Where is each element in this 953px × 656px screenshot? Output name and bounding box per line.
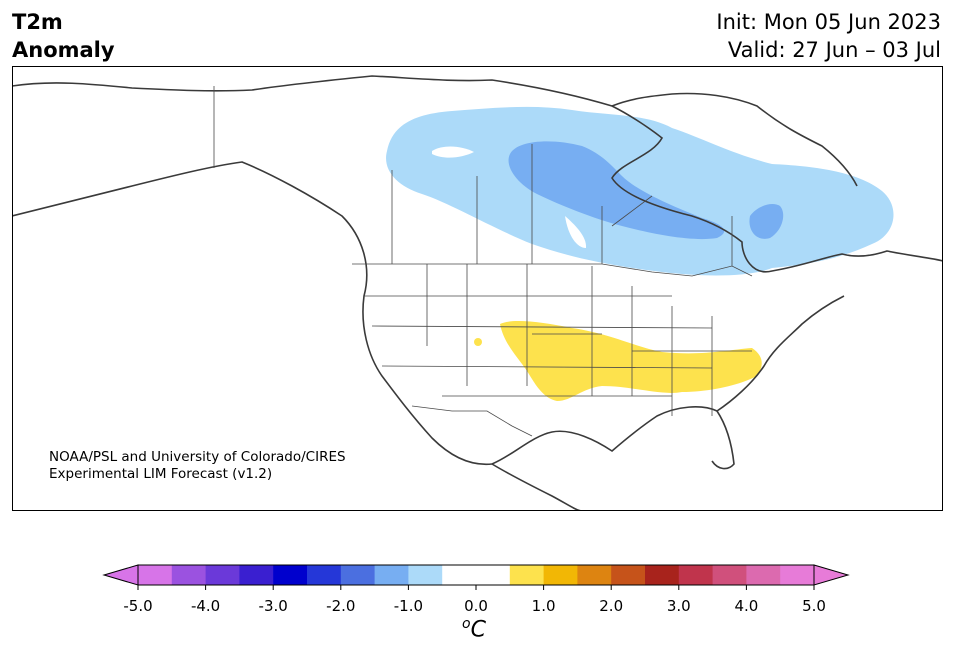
- unit-degree-sup: o: [462, 616, 471, 632]
- colorbar-cell: [408, 565, 443, 585]
- colorbar-cell: [442, 565, 477, 585]
- colorbar-over-arrow: [813, 564, 850, 586]
- colorbar: -5.0 -4.0 -3.0 -2.0 -1.0 0.0 1.0 2.0 3.0 4.0 5.0: [102, 564, 850, 615]
- colorbar-tick-label: 5.0: [802, 597, 826, 615]
- colorbar-cell: [611, 565, 646, 585]
- us-mexico-border: [411, 405, 533, 437]
- cold-anomaly-core: [508, 141, 725, 240]
- colorbar-cell: [780, 565, 815, 585]
- florida-coast: [711, 410, 735, 470]
- warm-anomaly-spot: [474, 338, 482, 346]
- credit-text: NOAA/PSL and University of Colorado/CIRE…: [49, 449, 346, 483]
- colorbar-cell: [205, 565, 240, 585]
- hudson-bay-coast: [611, 92, 858, 187]
- colorbar-cell: [678, 565, 714, 585]
- lake-patch-2: [565, 216, 587, 248]
- colorbar-cell: [138, 565, 173, 585]
- colorbar-tick-label: 1.0: [532, 597, 556, 615]
- canada-provinces: [213, 86, 733, 266]
- gulf-coastline: [491, 295, 845, 465]
- temperature-anomaly-map: [12, 66, 943, 511]
- colorbar-under-arrow: [102, 564, 139, 586]
- colorbar-cell: [746, 565, 781, 585]
- colorbar-cell: [340, 565, 376, 585]
- us-states-vertical: [426, 264, 713, 416]
- credit-line-2: Experimental LIM Forecast (v1.2): [49, 466, 273, 482]
- coastlines: [12, 75, 943, 511]
- unit-celsius: C: [470, 617, 486, 643]
- colorbar-cell: [509, 565, 545, 585]
- colorbar-cell: [577, 565, 612, 585]
- colorbar-cell: [307, 565, 342, 585]
- political-borders: [213, 86, 753, 437]
- init-date: Init: Mon 05 Jun 2023: [716, 10, 941, 34]
- colorbar-cell: [645, 565, 680, 585]
- colorbar-tick-label: 4.0: [734, 597, 758, 615]
- warm-anomaly-region: [500, 321, 762, 401]
- colorbar-tick-label: -1.0: [394, 597, 423, 615]
- lake-patch: [432, 146, 474, 158]
- colorbar-cell: [712, 565, 747, 585]
- pacific-coastline: [12, 161, 493, 466]
- colorbar-tick-label: 3.0: [667, 597, 691, 615]
- map-frame: [12, 66, 943, 511]
- colorbar-tick-label: 0.0: [464, 597, 488, 615]
- colorbar-cell: [273, 565, 308, 585]
- us-states-horizontal: [364, 295, 752, 397]
- colorbar-tick-label: 2.0: [599, 597, 623, 615]
- colorbar-tick-label: -4.0: [191, 597, 220, 615]
- colorbar-cells: [138, 565, 815, 585]
- colorbar-cell: [239, 565, 274, 585]
- credit-line-1: NOAA/PSL and University of Colorado/CIRE…: [49, 449, 346, 465]
- forecast-dates: Init: Mon 05 Jun 2023 Valid: 27 Jun – 03…: [716, 8, 941, 64]
- mexico-coast: [491, 463, 583, 511]
- north-america-coastline: [12, 75, 943, 273]
- us-canada-border: [352, 263, 753, 277]
- colorbar-tick-label: -2.0: [326, 597, 355, 615]
- colorbar-cell: [543, 565, 578, 585]
- unit-label: oC: [462, 616, 486, 642]
- map-title: T2m Anomaly: [12, 8, 115, 64]
- anomaly-label: Anomaly: [12, 38, 115, 62]
- colorbar-tick-label: -3.0: [259, 597, 288, 615]
- colorbar-cell: [171, 565, 207, 585]
- colorbar-tick-label: -5.0: [123, 597, 152, 615]
- valid-date: Valid: 27 Jun – 03 Jul: [727, 38, 941, 62]
- cold-anomaly-core-east: [749, 204, 784, 239]
- colorbar-cell: [374, 565, 409, 585]
- colorbar-cell: [476, 565, 511, 585]
- colorbar-ticks: -5.0 -4.0 -3.0 -2.0 -1.0 0.0 1.0 2.0 3.0 4.0 5.0: [123, 585, 826, 615]
- variable-label: T2m: [12, 10, 63, 34]
